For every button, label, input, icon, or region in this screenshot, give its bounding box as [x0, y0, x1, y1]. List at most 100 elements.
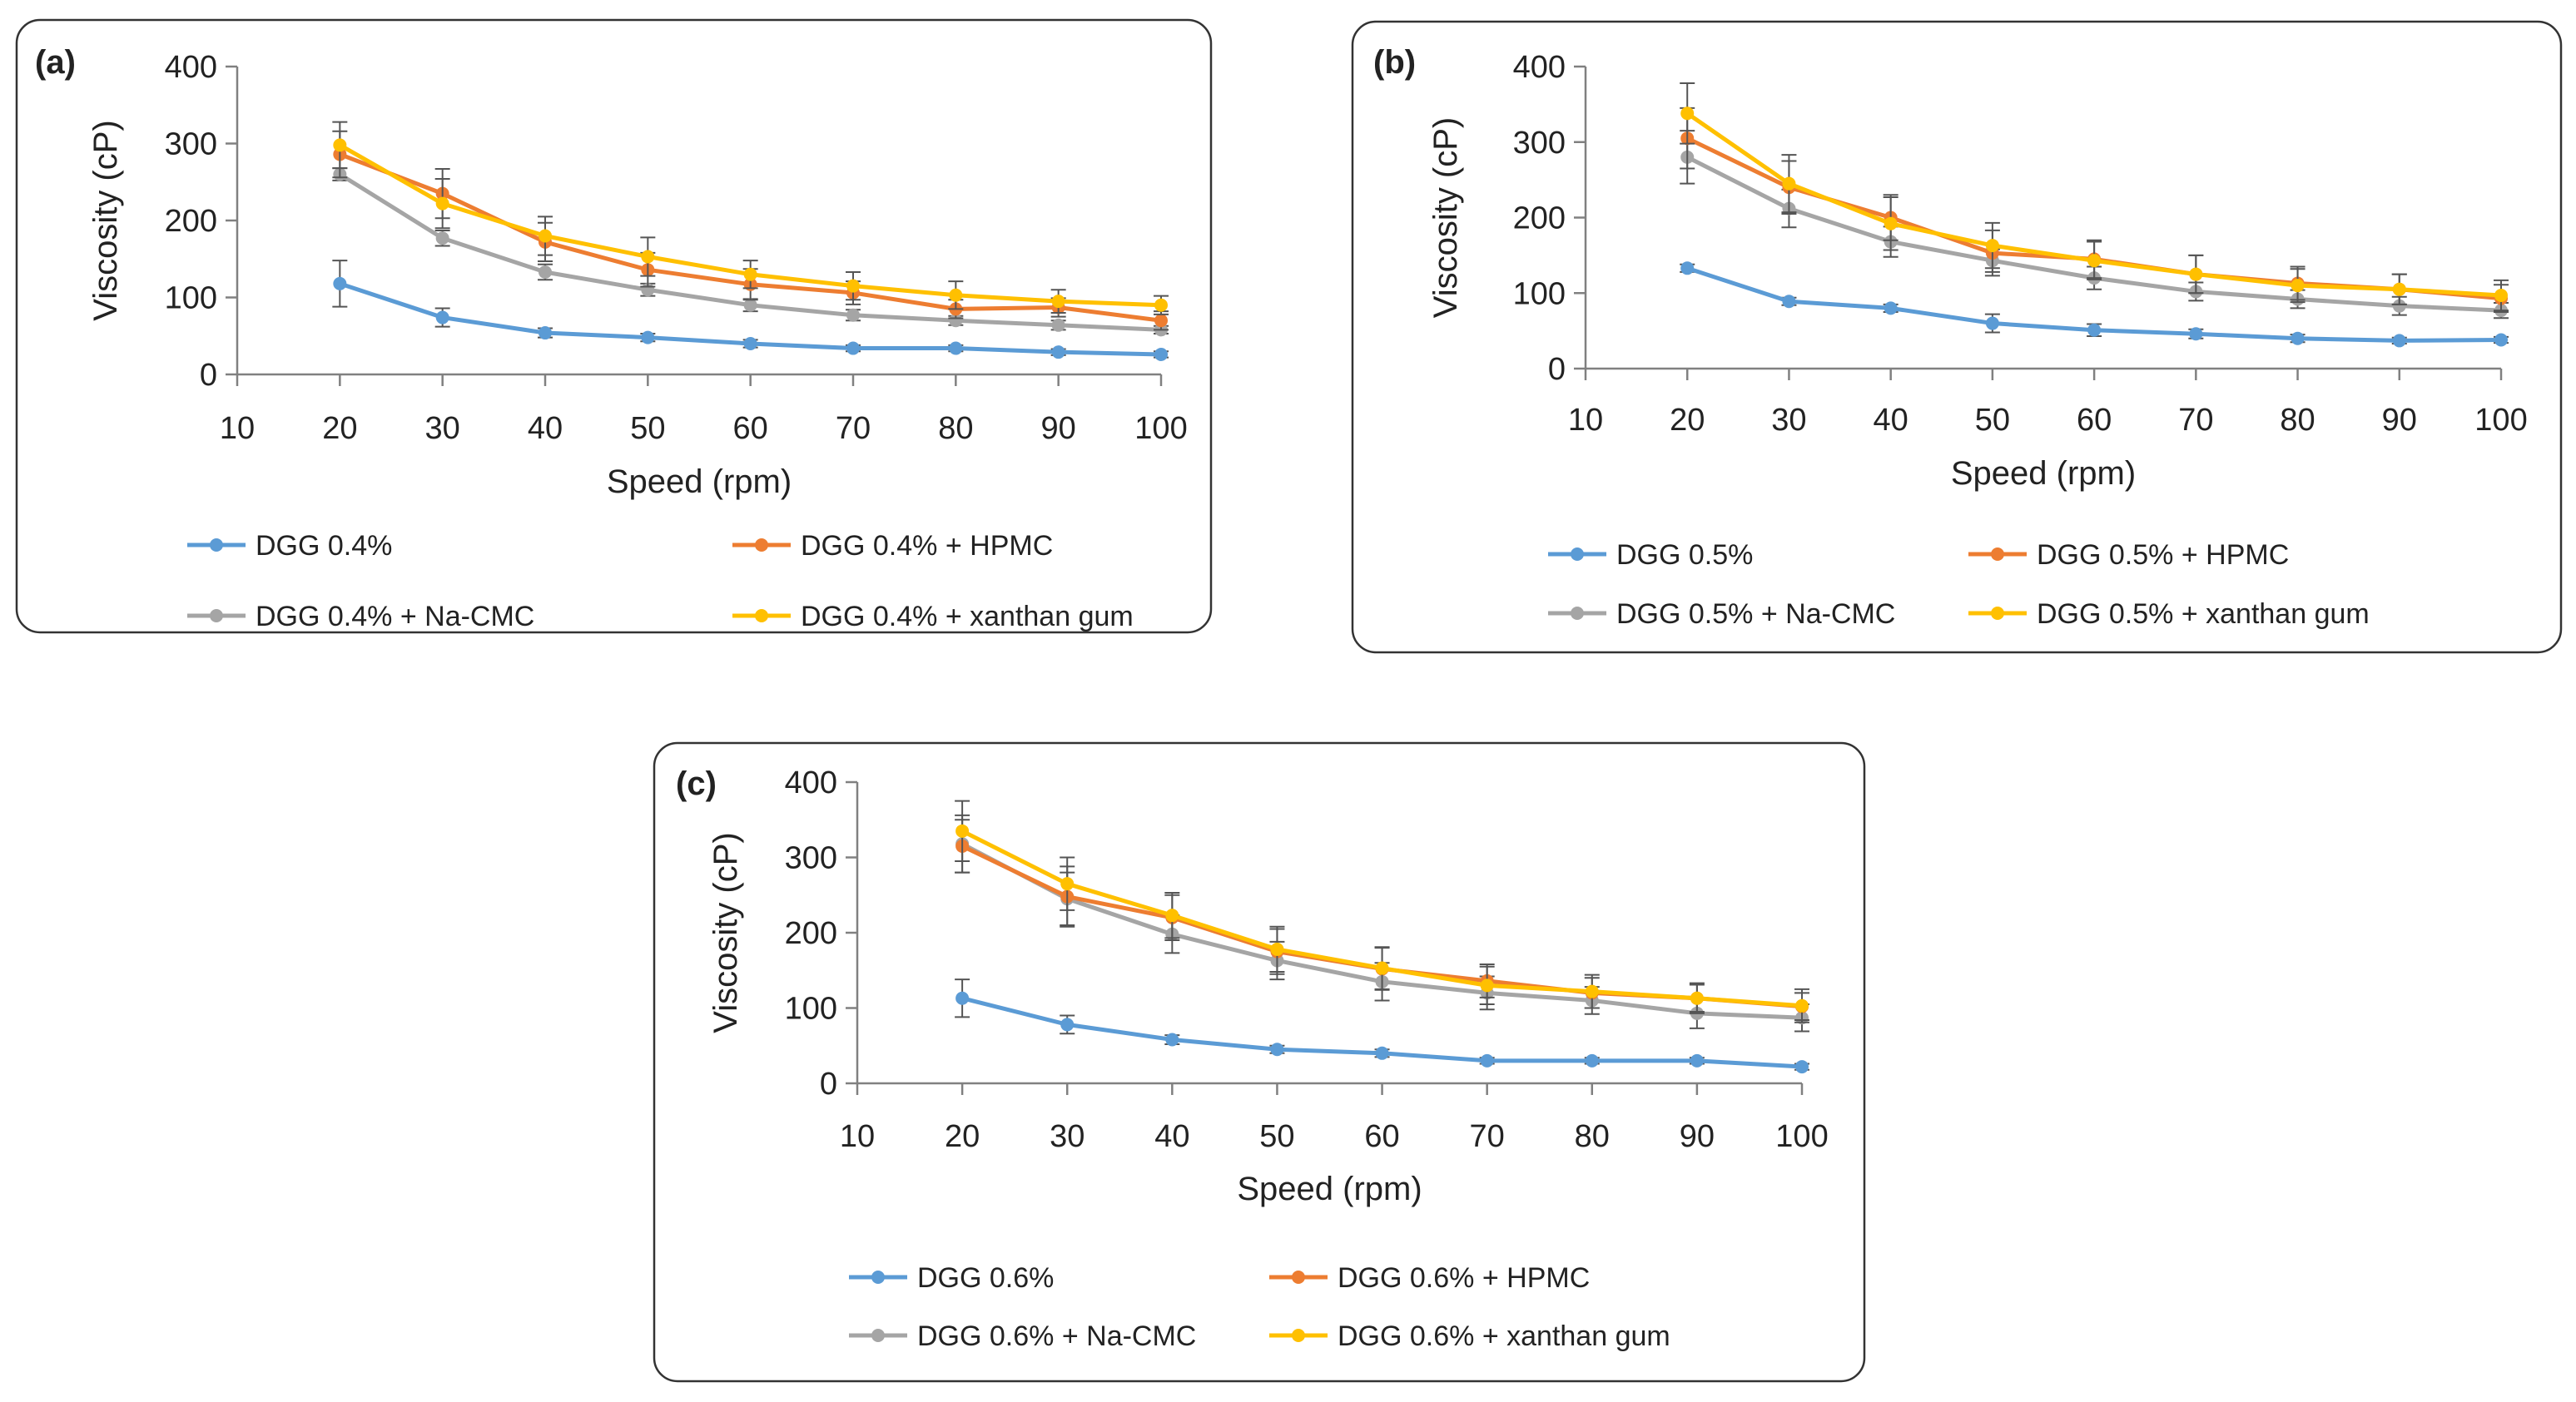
panel-frame	[15, 18, 1213, 634]
series-3	[955, 800, 1809, 1023]
y-tick-label: 200	[1513, 201, 1566, 236]
data-point	[1051, 318, 1065, 332]
y-tick-label: 100	[1513, 276, 1566, 311]
y-tick-label: 0	[820, 1067, 837, 1102]
data-point	[2494, 333, 2508, 347]
legend-label: DGG 0.4% + xanthan gum	[801, 601, 1134, 632]
x-tick-label: 20	[1670, 403, 1705, 438]
data-point	[2291, 331, 2305, 345]
data-point	[846, 341, 860, 355]
legend-entry: DGG 0.6% + HPMC	[1269, 1262, 1590, 1294]
data-point	[1480, 1053, 1494, 1068]
x-tick-label: 60	[733, 411, 768, 446]
legend-label: DGG 0.5% + Na-CMC	[1616, 598, 1895, 630]
legend-swatch-marker	[871, 1329, 885, 1342]
y-tick-label: 300	[1513, 126, 1566, 161]
data-point	[539, 229, 552, 243]
x-tick-label: 90	[2382, 403, 2417, 438]
x-tick-label: 50	[1259, 1119, 1294, 1154]
data-point	[1680, 107, 1695, 121]
data-point	[949, 314, 963, 328]
x-tick-label: 10	[220, 411, 255, 446]
data-point	[539, 326, 552, 340]
x-axis-title: Speed (rpm)	[607, 463, 792, 500]
legend-entry: DGG 0.4%	[187, 530, 392, 562]
data-point	[1795, 1060, 1809, 1074]
data-point	[1884, 301, 1898, 315]
data-point	[1165, 1033, 1179, 1047]
data-point	[333, 276, 347, 290]
panel-label: (b)	[1373, 44, 1416, 81]
data-point	[1375, 961, 1389, 975]
panel-frame	[1351, 20, 2563, 654]
data-point	[1270, 942, 1284, 956]
data-point	[2392, 282, 2406, 296]
data-point	[2392, 334, 2406, 348]
data-point	[1585, 1053, 1599, 1068]
x-tick-label: 90	[1680, 1119, 1715, 1154]
legend-label: DGG 0.6% + xanthan gum	[1338, 1320, 1670, 1352]
y-tick-label: 300	[785, 841, 837, 876]
data-point	[1060, 1018, 1075, 1032]
y-tick-label: 400	[785, 765, 837, 800]
y-tick-label: 200	[785, 916, 837, 951]
x-tick-label: 10	[1568, 403, 1603, 438]
data-point	[743, 298, 757, 312]
x-tick-label: 50	[1975, 403, 2010, 438]
legend-swatch-marker	[755, 609, 768, 622]
x-tick-label: 70	[836, 411, 871, 446]
data-point	[1985, 239, 1999, 253]
y-tick-label: 400	[1513, 50, 1566, 85]
x-tick-label: 50	[630, 411, 665, 446]
x-axis-title: Speed (rpm)	[1951, 455, 2136, 492]
data-point	[1585, 984, 1599, 998]
legend-label: DGG 0.5% + HPMC	[2037, 539, 2289, 571]
panel-label: (a)	[35, 44, 76, 81]
legend-swatch-marker	[1991, 607, 2004, 620]
x-tick-label: 80	[1575, 1119, 1610, 1154]
x-tick-label: 90	[1041, 411, 1076, 446]
legend-label: DGG 0.4%	[256, 530, 392, 562]
x-tick-label: 80	[2280, 403, 2315, 438]
x-tick-label: 40	[1874, 403, 1908, 438]
x-tick-label: 60	[1364, 1119, 1399, 1154]
x-tick-label: 20	[322, 411, 357, 446]
data-point	[1480, 978, 1494, 993]
legend-swatch-marker	[1292, 1329, 1305, 1342]
data-point	[435, 231, 449, 245]
y-tick-label: 400	[165, 50, 217, 85]
data-point	[435, 196, 449, 211]
data-point	[1884, 216, 1898, 230]
data-point	[1690, 991, 1704, 1005]
data-point	[846, 279, 860, 293]
data-point	[1060, 877, 1075, 891]
x-tick-label: 100	[2474, 403, 2527, 438]
y-axis-title: Viscosity (cP)	[1427, 117, 1464, 319]
legend-label: DGG 0.6%	[917, 1262, 1054, 1294]
data-point	[2291, 279, 2305, 293]
legend-label: DGG 0.6% + HPMC	[1338, 1262, 1590, 1294]
legend-swatch-marker	[1292, 1271, 1305, 1284]
series-0	[955, 978, 1809, 1074]
data-point	[435, 310, 449, 324]
data-point	[2494, 288, 2508, 302]
x-tick-label: 70	[1470, 1119, 1505, 1154]
x-tick-label: 60	[2077, 403, 2112, 438]
data-point	[949, 288, 963, 302]
data-point	[641, 330, 655, 344]
legend-entry: DGG 0.5% + HPMC	[1968, 539, 2289, 571]
legend-label: DGG 0.6% + Na-CMC	[917, 1320, 1196, 1352]
legend-swatch-marker	[210, 538, 223, 552]
x-tick-label: 80	[938, 411, 973, 446]
x-tick-label: 30	[1050, 1119, 1085, 1154]
legend-label: DGG 0.5% + xanthan gum	[2037, 598, 2370, 630]
x-tick-label: 40	[1154, 1119, 1189, 1154]
data-point	[1154, 347, 1168, 361]
data-point	[2189, 327, 2203, 341]
chart-panel-a: (a) 0 100 200 300 400 10 20 30 40 50 60 70 80 90 100 Spe…	[15, 18, 1213, 634]
legend-entry: DGG 0.4% + Na-CMC	[187, 601, 534, 632]
chart-panel-c: (c) 0 100 200 300 400 10 20 30 40 50 60 70 80 90 100 Spe…	[653, 741, 1866, 1383]
data-point	[1985, 316, 1999, 330]
data-point	[1051, 295, 1065, 309]
data-point	[539, 265, 552, 279]
